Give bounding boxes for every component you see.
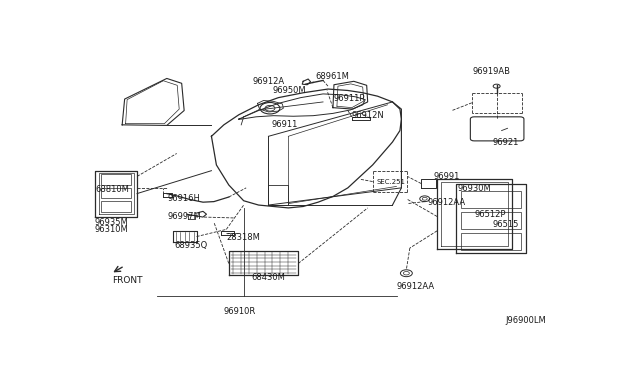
Text: 96997M: 96997M — [167, 212, 201, 221]
Text: 96930M: 96930M — [458, 184, 492, 193]
Text: 96310M: 96310M — [95, 225, 129, 234]
Text: 96912A: 96912A — [253, 77, 285, 86]
Bar — [461, 233, 522, 250]
Text: 96919AB: 96919AB — [473, 67, 511, 76]
Text: 96910R: 96910R — [224, 307, 256, 316]
Text: 68810M: 68810M — [95, 185, 129, 194]
Text: 96515: 96515 — [493, 220, 519, 229]
Text: 96950M: 96950M — [273, 86, 306, 95]
Bar — [101, 187, 131, 198]
Text: 28318M: 28318M — [227, 233, 260, 242]
Text: J96900LM: J96900LM — [506, 316, 547, 325]
Text: 96911: 96911 — [271, 121, 298, 129]
Text: 96916H: 96916H — [168, 194, 201, 203]
Text: 96912AA: 96912AA — [428, 198, 465, 207]
Text: 68935Q: 68935Q — [174, 241, 207, 250]
Text: 68961M: 68961M — [316, 72, 349, 81]
Text: 96935M: 96935M — [95, 218, 129, 227]
Text: 96512P: 96512P — [474, 210, 506, 219]
Bar — [461, 212, 522, 230]
Text: 96921: 96921 — [493, 138, 519, 147]
Bar — [461, 191, 522, 208]
Text: 96911P: 96911P — [334, 94, 365, 103]
Bar — [101, 201, 131, 212]
Text: 96912N: 96912N — [352, 111, 385, 120]
Text: 68430M: 68430M — [251, 273, 285, 282]
Text: 96991: 96991 — [433, 172, 460, 181]
Text: 96912AA: 96912AA — [396, 282, 435, 291]
Bar — [101, 174, 131, 185]
Text: FRONT: FRONT — [112, 276, 143, 285]
Text: SEC.251: SEC.251 — [376, 179, 405, 185]
